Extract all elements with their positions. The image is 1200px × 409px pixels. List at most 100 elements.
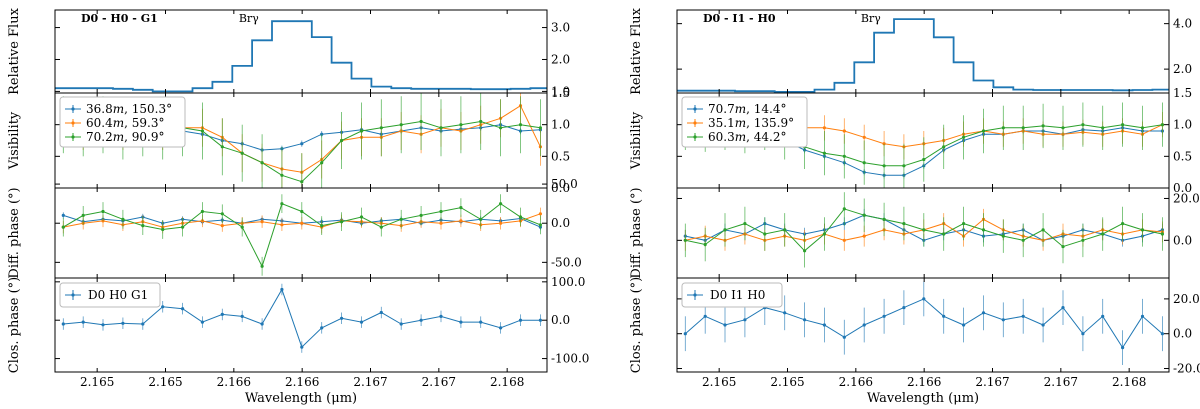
data-point bbox=[220, 224, 224, 228]
data-point bbox=[683, 332, 687, 336]
data-point bbox=[399, 123, 403, 127]
legend-unit: m bbox=[113, 116, 124, 130]
legend-marker bbox=[71, 135, 75, 139]
x-tick-label: 2.166 bbox=[839, 375, 873, 389]
data-point bbox=[459, 206, 463, 210]
data-point bbox=[882, 314, 886, 318]
data-point bbox=[300, 142, 304, 146]
data-point bbox=[399, 322, 403, 326]
data-point bbox=[359, 215, 364, 219]
x-tick-label: 2.166 bbox=[285, 375, 319, 389]
data-point bbox=[1061, 126, 1065, 130]
data-point bbox=[822, 323, 827, 327]
closure-frame bbox=[676, 277, 1170, 373]
x-tick-label: 2.167 bbox=[975, 375, 1009, 389]
series-diffphase-2 bbox=[683, 192, 1164, 268]
data-point bbox=[1041, 124, 1045, 128]
data-point bbox=[1001, 318, 1005, 322]
data-point bbox=[260, 322, 264, 326]
chart-panel-left: D0 - H0 - G1 Brγ 1.0 2.0 3.0 Relative Flux 0.0… bbox=[7, 7, 589, 406]
data-point bbox=[862, 234, 866, 238]
data-point bbox=[743, 318, 747, 322]
data-point bbox=[981, 311, 986, 315]
data-point bbox=[842, 335, 846, 339]
data-point bbox=[300, 209, 304, 214]
data-point bbox=[1121, 123, 1125, 127]
data-point bbox=[723, 323, 727, 327]
closure-legend: D0 H0 G1 bbox=[59, 282, 161, 308]
data-point bbox=[922, 297, 926, 301]
flux-step-line bbox=[677, 18, 1169, 93]
legend-label: 70.2m, 90.9° bbox=[86, 130, 164, 144]
x-tick-label: 2.167 bbox=[422, 375, 456, 389]
y-tick-label: 0.5 bbox=[551, 149, 570, 163]
data-point bbox=[101, 323, 105, 327]
data-point bbox=[538, 126, 543, 130]
y-tick-label: 0.0 bbox=[551, 181, 570, 195]
diffphase-frame bbox=[54, 187, 548, 279]
data-point bbox=[882, 164, 886, 168]
data-point bbox=[1101, 126, 1105, 130]
data-point bbox=[280, 223, 284, 227]
data-point bbox=[703, 314, 707, 318]
data-point bbox=[459, 123, 463, 127]
data-point bbox=[340, 220, 344, 224]
x-tick-label: 2.166 bbox=[217, 375, 251, 389]
data-point bbox=[101, 209, 105, 214]
data-point bbox=[200, 209, 204, 214]
data-point bbox=[240, 225, 244, 229]
data-point bbox=[439, 221, 443, 225]
x-tick-label: 2.165 bbox=[80, 375, 114, 389]
data-point bbox=[320, 326, 324, 330]
x-axis-label: Wavelength (μm) bbox=[245, 391, 357, 406]
y-tick-label: 2.0 bbox=[1173, 62, 1192, 76]
flux-step-line bbox=[55, 20, 547, 93]
legend-unit: m bbox=[735, 116, 746, 130]
data-point bbox=[783, 228, 787, 232]
legend-marker bbox=[71, 121, 75, 125]
data-point bbox=[379, 126, 383, 130]
data-point bbox=[240, 314, 244, 318]
series-closure-0 bbox=[61, 283, 543, 353]
legend-marker bbox=[693, 121, 697, 125]
data-point bbox=[842, 154, 846, 158]
data-point bbox=[1021, 126, 1025, 130]
x-tick-label: 2.165 bbox=[770, 375, 804, 389]
data-point bbox=[340, 316, 344, 320]
data-point bbox=[1160, 123, 1164, 127]
data-point bbox=[439, 314, 443, 318]
data-point bbox=[902, 306, 906, 310]
legend-value: 60.3 bbox=[708, 130, 735, 144]
y-tick-label: 4.0 bbox=[1173, 17, 1192, 31]
data-point bbox=[479, 119, 483, 124]
data-point bbox=[320, 161, 324, 165]
y-tick-label: 0.0 bbox=[1173, 233, 1192, 247]
data-point bbox=[902, 222, 906, 226]
data-point bbox=[200, 320, 204, 324]
data-point bbox=[459, 320, 463, 324]
data-point bbox=[683, 238, 687, 242]
legend-unit: m bbox=[735, 130, 746, 144]
x-tick-label: 2.168 bbox=[1112, 375, 1146, 389]
y-tick-label: 0.0 bbox=[1173, 327, 1192, 341]
closure-ylabel: Clos. phase (°) bbox=[7, 277, 22, 373]
closure-frame bbox=[54, 277, 548, 373]
closure-plot-area bbox=[61, 283, 543, 353]
legend-marker bbox=[693, 293, 697, 297]
legend-angle: , 90.9° bbox=[124, 130, 164, 144]
data-point bbox=[1140, 126, 1145, 130]
y-tick-label: -20.0 bbox=[1173, 362, 1200, 376]
legend-marker bbox=[693, 135, 697, 139]
data-point bbox=[882, 217, 886, 221]
data-point bbox=[922, 228, 926, 232]
data-point bbox=[260, 161, 264, 165]
flux-ylabel: Relative Flux bbox=[629, 7, 644, 94]
legend-label: D0 I1 H0 bbox=[710, 288, 765, 302]
data-point bbox=[200, 129, 204, 133]
data-point bbox=[1101, 314, 1105, 318]
visibility-ylabel: Visibility bbox=[7, 111, 22, 170]
legend-unit: m bbox=[113, 102, 124, 116]
data-point bbox=[1121, 346, 1125, 350]
data-point bbox=[419, 213, 423, 217]
